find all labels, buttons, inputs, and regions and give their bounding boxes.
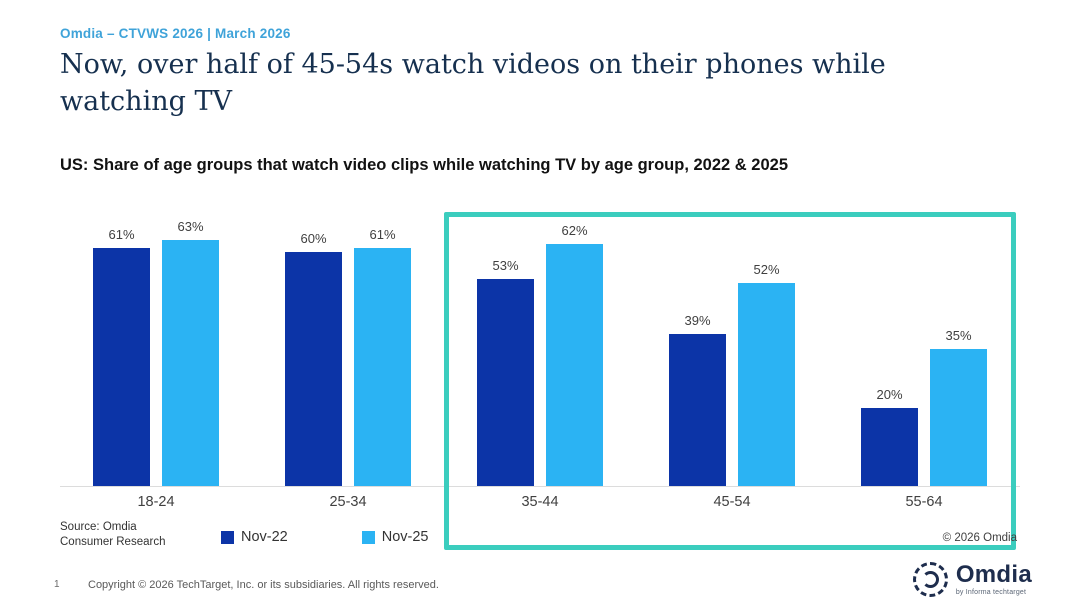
- category-label-18-24: 18-24: [137, 494, 175, 510]
- bar-value-label: 20%: [876, 387, 903, 402]
- legend-label: Nov-22: [241, 529, 288, 545]
- bar-nov-25-45-54: 52%: [738, 262, 795, 486]
- category-label-55-64: 55-64: [905, 494, 943, 510]
- bar-nov-25-35-44: 62%: [546, 223, 603, 486]
- bar-value-label: 35%: [945, 328, 972, 343]
- page-number: 1: [54, 579, 60, 590]
- omdia-logo-icon-inner: [921, 571, 939, 588]
- legend-label: Nov-25: [381, 529, 429, 545]
- category-label-25-34: 25-34: [329, 494, 367, 510]
- legend-item-nov-22: Nov-22: [221, 529, 288, 545]
- bar-value-label: 60%: [300, 231, 327, 246]
- chart-group-35-44: 53% 62%: [444, 200, 636, 486]
- chart-category-labels: 18-24 25-34 35-44 45-54 55-64: [60, 494, 1020, 510]
- source-note-line2: Consumer Research: [60, 536, 166, 548]
- source-note: Source: Omdia Consumer Research: [60, 520, 165, 550]
- bar-value-label: 61%: [369, 227, 396, 242]
- bar-value-label: 52%: [753, 262, 780, 277]
- bar-nov-25-55-64: 35%: [930, 328, 987, 486]
- omdia-logo: Omdia by Informa techtarget: [912, 561, 1032, 597]
- bar-nov-22-55-64: 20%: [861, 387, 918, 486]
- legend-item-nov-25: Nov-25: [361, 529, 429, 545]
- bar-nov-25-25-34: 61%: [354, 227, 411, 486]
- bar-nov-22-18-24: 61%: [93, 227, 150, 486]
- omdia-logo-text: Omdia: [955, 561, 1032, 588]
- bar-nov-22-45-54: 39%: [669, 313, 726, 486]
- chart-group-55-64: 20% 35%: [828, 200, 1020, 486]
- chart-legend: Nov-22 Nov-25: [221, 529, 429, 545]
- bar-nov-22-25-34: 60%: [285, 231, 342, 486]
- bar-value-label: 63%: [177, 219, 204, 234]
- omdia-logo-tagline: by Informa techtarget: [955, 589, 1027, 596]
- page-title: Now, over half of 45-54s watch videos on…: [60, 49, 886, 117]
- bar-nov-25-18-24: 63%: [162, 219, 219, 486]
- source-note-line1: Source: Omdia: [60, 521, 137, 533]
- omdia-logo-icon: [912, 562, 948, 597]
- report-eyebrow: Omdia – CTVWS 2026 | March 2026: [60, 26, 291, 41]
- bar-value-label: 53%: [492, 258, 519, 273]
- bar-value-label: 62%: [561, 223, 588, 238]
- bar-value-label: 61%: [108, 227, 135, 242]
- chart-group-25-34: 60% 61%: [252, 200, 444, 486]
- chart-title: US: Share of age groups that watch video…: [60, 156, 789, 174]
- bar-value-label: 39%: [684, 313, 711, 328]
- category-label-35-44: 35-44: [521, 494, 559, 510]
- legend-swatch-icon: [221, 530, 234, 544]
- chart-plot: 61% 63% 60% 61% 53% 62% 39% 52% 20% 35%: [60, 200, 1020, 487]
- legend-swatch-icon: [361, 530, 375, 544]
- category-label-45-54: 45-54: [713, 494, 751, 510]
- footer-copyright: Copyright © 2026 TechTarget, Inc. or its…: [88, 579, 439, 591]
- chart-group-18-24: 61% 63%: [60, 200, 252, 486]
- chart-copyright: © 2026 Omdia: [942, 532, 1017, 544]
- bar-nov-22-35-44: 53%: [477, 258, 534, 486]
- chart-group-45-54: 39% 52%: [636, 200, 828, 486]
